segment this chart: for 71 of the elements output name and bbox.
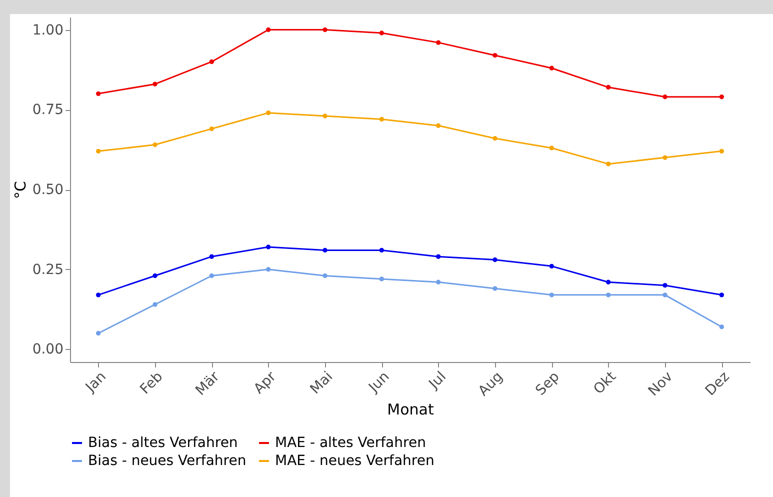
legend-label: Bias - altes Verfahren [88, 435, 238, 451]
y-tick-label: 0.25 [32, 262, 64, 278]
y-tick-label: 1.00 [32, 22, 64, 38]
point [492, 136, 498, 141]
x-tick-label: Apr [250, 368, 280, 398]
point [152, 302, 158, 307]
x-tick-label: Mär [192, 368, 223, 399]
x-tick-label: Dez [702, 368, 733, 400]
point [606, 84, 611, 90]
point [549, 146, 554, 150]
point [606, 280, 611, 284]
point [549, 292, 554, 298]
point [492, 286, 498, 291]
point [662, 155, 668, 160]
point [492, 257, 498, 262]
point [152, 82, 158, 86]
point [322, 248, 328, 253]
legend-label: MAE - neues Verfahren [275, 453, 434, 469]
point [266, 267, 271, 272]
point [266, 244, 271, 250]
point [436, 40, 441, 45]
x-tick-label: Okt [590, 368, 620, 398]
point [96, 330, 101, 336]
point [662, 282, 668, 288]
x-tick-label: Jan [82, 368, 110, 396]
point [719, 324, 724, 330]
point [209, 273, 214, 278]
point [209, 254, 214, 259]
point [549, 264, 554, 269]
x-tick-label: Mai [307, 368, 336, 398]
point [719, 94, 724, 100]
x-tick-label: Jul [425, 368, 450, 393]
x-tick-label: Feb [137, 368, 166, 398]
point [606, 292, 611, 298]
y-tick-label: 0.75 [32, 102, 64, 118]
point [379, 248, 384, 253]
point [436, 280, 441, 284]
legend-label: MAE - altes Verfahren [275, 435, 426, 451]
y-axis-title: °C [11, 181, 30, 199]
point [379, 116, 384, 122]
point [96, 292, 101, 298]
point [152, 142, 158, 148]
point [322, 273, 328, 278]
point [719, 148, 724, 154]
point [436, 254, 441, 259]
x-tick-label: Jun [365, 368, 393, 396]
point [719, 292, 724, 298]
y-tick-label: 0.00 [32, 342, 64, 358]
point [96, 148, 101, 154]
point [436, 123, 441, 128]
point [266, 110, 271, 116]
point [492, 52, 498, 58]
y-tick-label: 0.50 [32, 182, 64, 198]
point [322, 114, 328, 118]
point [379, 30, 384, 36]
point [209, 59, 214, 64]
point [152, 273, 158, 278]
x-axis-title: Monat [387, 400, 434, 419]
x-tick-label: Nov [645, 368, 676, 400]
point [322, 27, 328, 32]
point [266, 27, 271, 32]
legend-label: Bias - neues Verfahren [88, 453, 246, 469]
point [549, 66, 554, 70]
point [662, 94, 668, 100]
x-tick-label: Aug [475, 368, 506, 400]
x-tick-label: Sep [532, 368, 563, 399]
point [662, 292, 668, 298]
point [606, 162, 611, 166]
point [209, 126, 214, 132]
point [379, 276, 384, 282]
point [96, 91, 101, 96]
